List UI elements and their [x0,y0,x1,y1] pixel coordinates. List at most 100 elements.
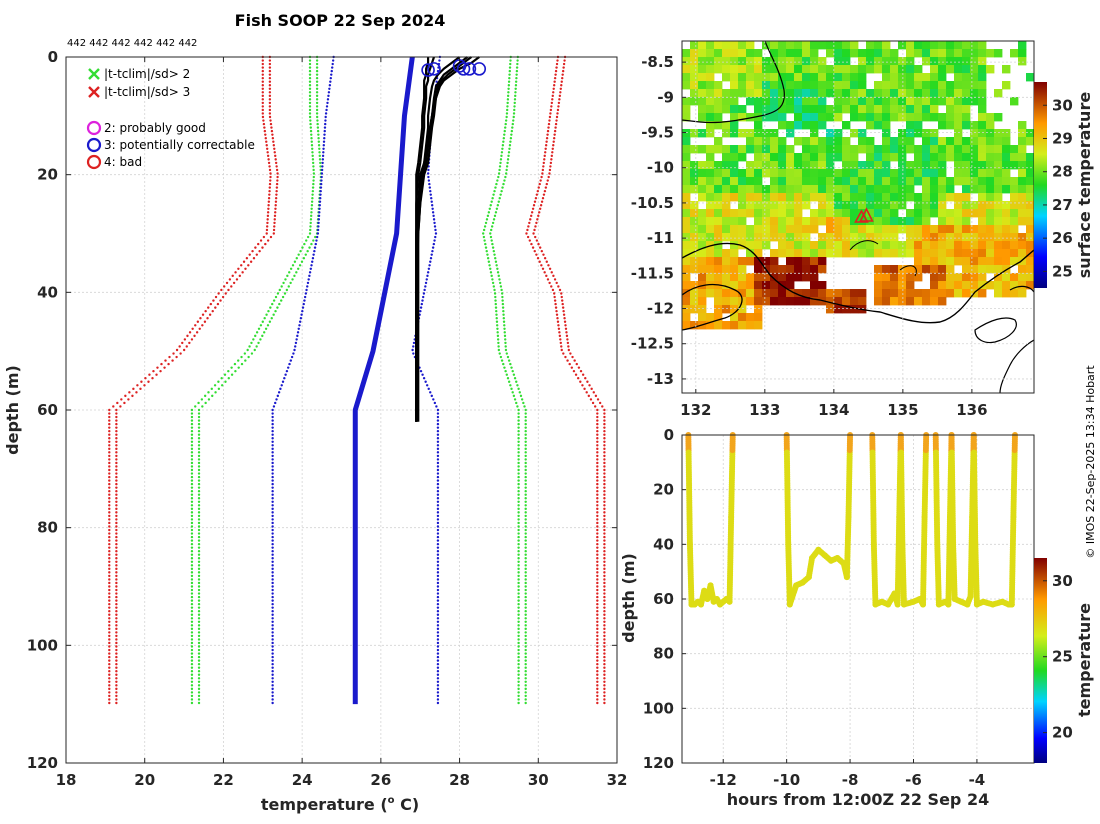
map-x-tick-label: 134 [818,401,849,419]
sst-cell [786,225,795,234]
climatology-plus-3sd-twin-dot [546,179,549,182]
climatology-plus-2sd-dot [485,249,488,253]
sst-cell [722,121,731,130]
climatology-minus-2sd-twin-dot [197,511,201,514]
sst-cell [730,49,739,58]
sst-cell [866,177,875,186]
climatology-plus-1sd-dot [430,253,433,256]
sst-cell [930,273,939,282]
climatology-minus-3sd-twin-dot [272,232,276,235]
climatology-minus-2sd-dot [254,334,257,338]
sst-cell [802,193,811,202]
climatology-minus-1sd-dot [271,475,274,479]
coastline [682,41,1034,393]
sst-cell [858,241,867,250]
climatology-plus-2sd-twin-dot [524,599,527,602]
climatology-minus-3sd-twin-dot [268,105,272,108]
climatology-minus-2sd-dot [190,564,194,567]
temperature-colorbar-tick-label: 25 [1052,648,1073,666]
sst-cell [866,153,875,162]
sst-cell [682,49,691,58]
climatology-plus-1sd-dot [430,200,433,203]
climatology-minus-2sd-dot [257,327,261,331]
climatology-plus-3sd-twin-dot [556,112,559,115]
sst-cell [818,257,827,266]
climatology-plus-3sd-dot [530,242,533,246]
climatology-minus-3sd-dot [265,225,269,228]
sst-cell [970,249,979,258]
sst-cell [930,113,939,122]
sst-cell [970,177,979,186]
sst-cell [762,89,771,98]
climatology-mean-line [352,56,415,705]
sst-cell [1026,153,1034,162]
climatology-plus-3sd-twin-dot [603,680,606,684]
sst-cell [690,129,699,138]
climatology-minus-3sd-dot [108,504,111,507]
climatology-minus-3sd-dot [108,602,111,606]
sst-cell [706,177,715,186]
sst-cell [746,241,755,250]
climatology-minus-3sd-dot [108,638,111,641]
climatology-minus-1sd-dot [271,408,274,412]
sst-cell [954,161,963,170]
climatology-minus-2sd-dot [312,175,315,179]
climatology-minus-2sd-dot [308,73,312,76]
map-y-tick-label: -12 [647,300,674,318]
sst-cell [754,73,763,82]
climatology-plus-2sd-dot [517,673,520,676]
sst-cell [762,129,771,138]
sst-cell [794,225,803,234]
climatology-plus-2sd-twin-dot [515,76,518,80]
climatology-plus-3sd-twin-dot [575,362,578,366]
climatology-plus-2sd-dot [483,239,486,242]
climatology-plus-1sd-dot [436,588,440,592]
sst-cell [954,113,963,122]
climatology-plus-1sd-dot [420,302,423,306]
climatology-minus-3sd-dot [266,221,269,225]
sst-cell [874,89,883,98]
climatology-plus-2sd-twin-dot [524,659,527,662]
climatology-plus-2sd-twin-dot [524,694,527,698]
sst-cell [754,185,763,194]
climatology-plus-2sd-dot [498,352,501,355]
climatology-plus-3sd-twin-dot [603,606,606,609]
climatology-plus-3sd-dot [551,98,554,101]
sst-cell [994,129,1003,138]
climatology-minus-3sd-twin-dot [115,504,118,507]
climatology-plus-3sd-twin-dot [594,394,598,398]
climatology-minus-2sd-twin-dot [318,154,321,158]
sst-cell [906,97,915,106]
sst-cell [762,185,771,194]
sst-cell [954,57,963,66]
map-y-tick-label: -9.5 [641,124,674,142]
climatology-minus-2sd-twin-dot [197,465,201,468]
climatology-plus-2sd-dot [517,567,520,571]
sst-cell [858,49,867,58]
sst-cell [794,161,803,170]
sst-cell [746,97,755,106]
climatology-plus-2sd-dot [517,670,520,673]
sst-cell [746,169,755,178]
sst-cell [810,289,819,298]
sst-cell [706,313,715,322]
climatology-plus-3sd-twin-dot [603,613,606,616]
sst-cell [994,217,1003,226]
climatology-minus-2sd-dot [190,662,194,666]
climatology-minus-2sd-twin-dot [224,380,227,383]
sst-cell [794,241,803,250]
sst-cell [738,153,747,162]
climatology-minus-3sd-twin-dot [276,179,279,182]
climatology-minus-1sd-dot [271,493,274,496]
climatology-minus-2sd-dot [190,489,194,493]
climatology-plus-2sd-dot [517,489,520,493]
climatology-plus-2sd-twin-dot [524,645,527,648]
sst-cell [690,145,699,154]
sst-cell [986,121,995,130]
climatology-minus-3sd-twin-dot [269,122,273,126]
sst-cell [866,97,875,106]
climatology-minus-2sd-twin-dot [278,302,281,306]
sst-cell [1002,177,1011,186]
climatology-plus-2sd-dot [517,620,520,623]
climatology-minus-1sd-dot [319,193,322,196]
